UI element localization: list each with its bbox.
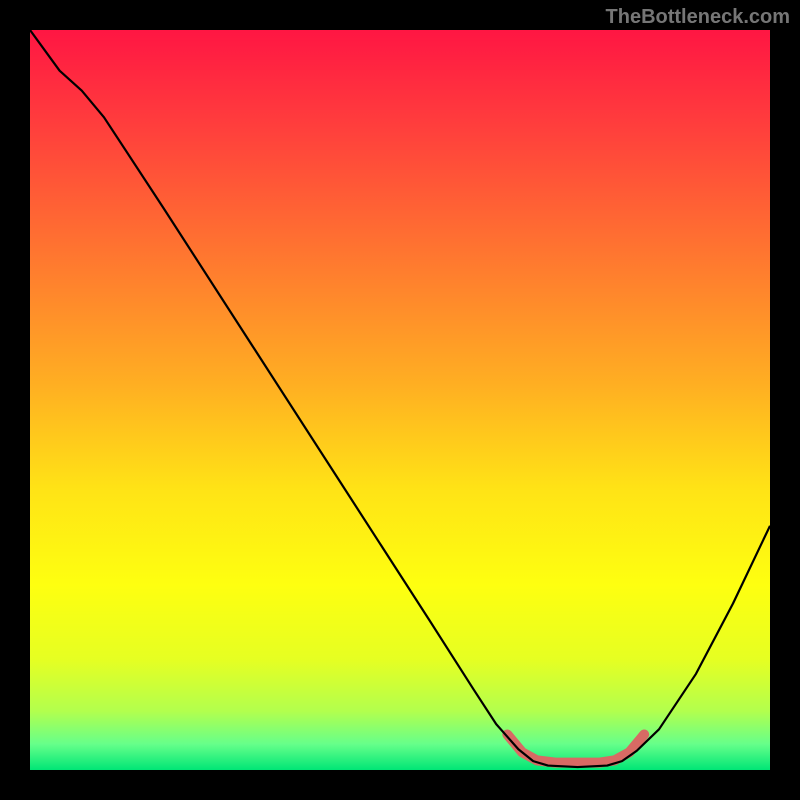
curves-svg <box>30 30 770 770</box>
chart-container: TheBottleneck.com <box>0 0 800 800</box>
highlight-band <box>507 734 644 762</box>
main-curve <box>30 30 770 767</box>
plot-area <box>30 30 770 770</box>
watermark-text: TheBottleneck.com <box>606 6 790 29</box>
